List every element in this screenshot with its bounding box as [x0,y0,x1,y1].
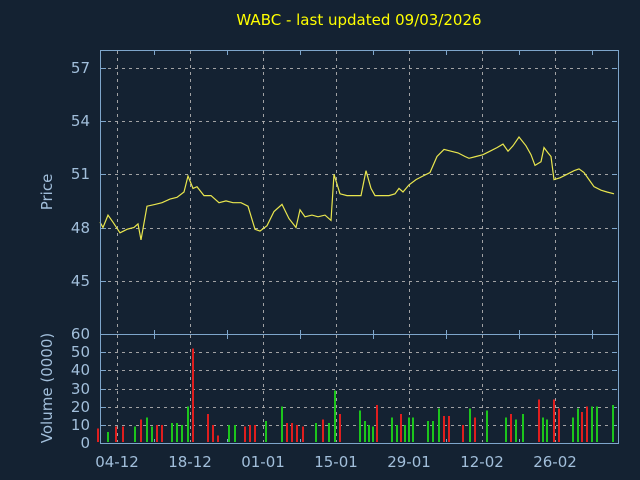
volume-bar [412,417,414,442]
volume-bar [302,426,304,442]
volume-bar [438,408,440,442]
volume-bar [577,408,579,442]
volume-tick-label: 10 [70,415,90,434]
volume-bar [522,413,524,442]
volume-bar [596,406,598,442]
volume-bar [486,410,488,442]
volume-tick-label: 40 [70,361,90,380]
price-tick-label: 48 [70,218,90,237]
volume-bar [376,404,378,442]
volume-bar [315,423,317,442]
volume-tick-label: 50 [70,343,90,362]
volume-tick-label: 0 [80,434,90,452]
chart-title: WABC - last updated 09/03/2026 [236,11,482,29]
volume-bar [586,406,588,442]
volume-bar [161,424,163,442]
volume-bar [171,423,173,442]
volume-bar [408,417,410,442]
volume-bar [546,419,548,442]
volume-bar [538,399,540,442]
volume-bar [134,426,136,442]
volume-bar [281,406,283,442]
volume-bar [181,424,183,442]
volume-bar [427,421,429,442]
volume-bar [207,413,209,442]
volume-bar [322,419,324,442]
volume-bar [249,424,251,442]
volume-bar [217,435,219,442]
x-tick-label: 29-01 [387,453,431,471]
volume-bar [334,390,336,442]
volume-bar [97,428,99,442]
volume-bar [359,410,361,442]
volume-tick-label: 30 [70,379,90,398]
volume-bar [542,417,544,442]
volume-bar [328,423,330,442]
volume-bar [146,417,148,442]
volume-bar [156,424,158,442]
volume-bar [443,415,445,442]
x-tick-label: 26-02 [533,453,577,471]
volume-bar [339,413,341,442]
x-tick-label: 12-02 [460,453,504,471]
volume-bar [140,419,142,442]
x-tick-label: 18-12 [168,453,212,471]
volume-bar [115,426,117,442]
volume-panel-frame [100,334,619,444]
volume-bar [192,348,194,442]
volume-bar [265,421,267,442]
volume-bar [286,423,288,442]
volume-bar [107,432,109,442]
volume-bar [400,413,402,442]
volume-bar [432,421,434,442]
price-tick-label: 54 [70,112,90,130]
volume-bar [296,424,298,442]
volume-bar [122,426,124,442]
volume-bar [291,423,293,442]
price-tick-label: 57 [70,58,90,77]
x-tick-label: 15-01 [314,453,358,471]
volume-bar [396,424,398,442]
volume-bar [469,408,471,442]
x-tick-label: 04-12 [95,453,139,471]
volume-bar [187,406,189,442]
volume-bar [581,412,583,442]
volume-bar [462,424,464,442]
volume-bar [254,424,256,442]
volume-bar [558,408,560,442]
volume-bar [505,417,507,442]
volume-bar [368,424,370,442]
volume-bar [176,423,178,442]
volume-bar [515,419,517,442]
volume-bar [151,426,153,442]
volume-bar [612,404,614,442]
volume-bar [234,424,236,442]
volume-bar [244,426,246,442]
volume-bar [553,399,555,442]
x-tick-label: 01-01 [241,453,285,471]
volume-bar [474,417,476,442]
volume-tick-label: 20 [70,397,90,416]
price-tick-label: 45 [70,271,90,290]
volume-bar [391,417,393,442]
volume-bar [228,424,230,442]
volume-bar [591,406,593,442]
volume-bar [510,413,512,442]
volume-bar [364,421,366,442]
volume-tick-label: 60 [70,325,90,343]
volume-bar [404,424,406,442]
price-tick-label: 51 [70,165,90,184]
volume-bar [448,415,450,442]
volume-bar [372,426,374,442]
price-panel-frame [100,50,619,335]
volume-bar [212,424,214,442]
volume-bar [572,417,574,442]
price-line [99,135,615,241]
